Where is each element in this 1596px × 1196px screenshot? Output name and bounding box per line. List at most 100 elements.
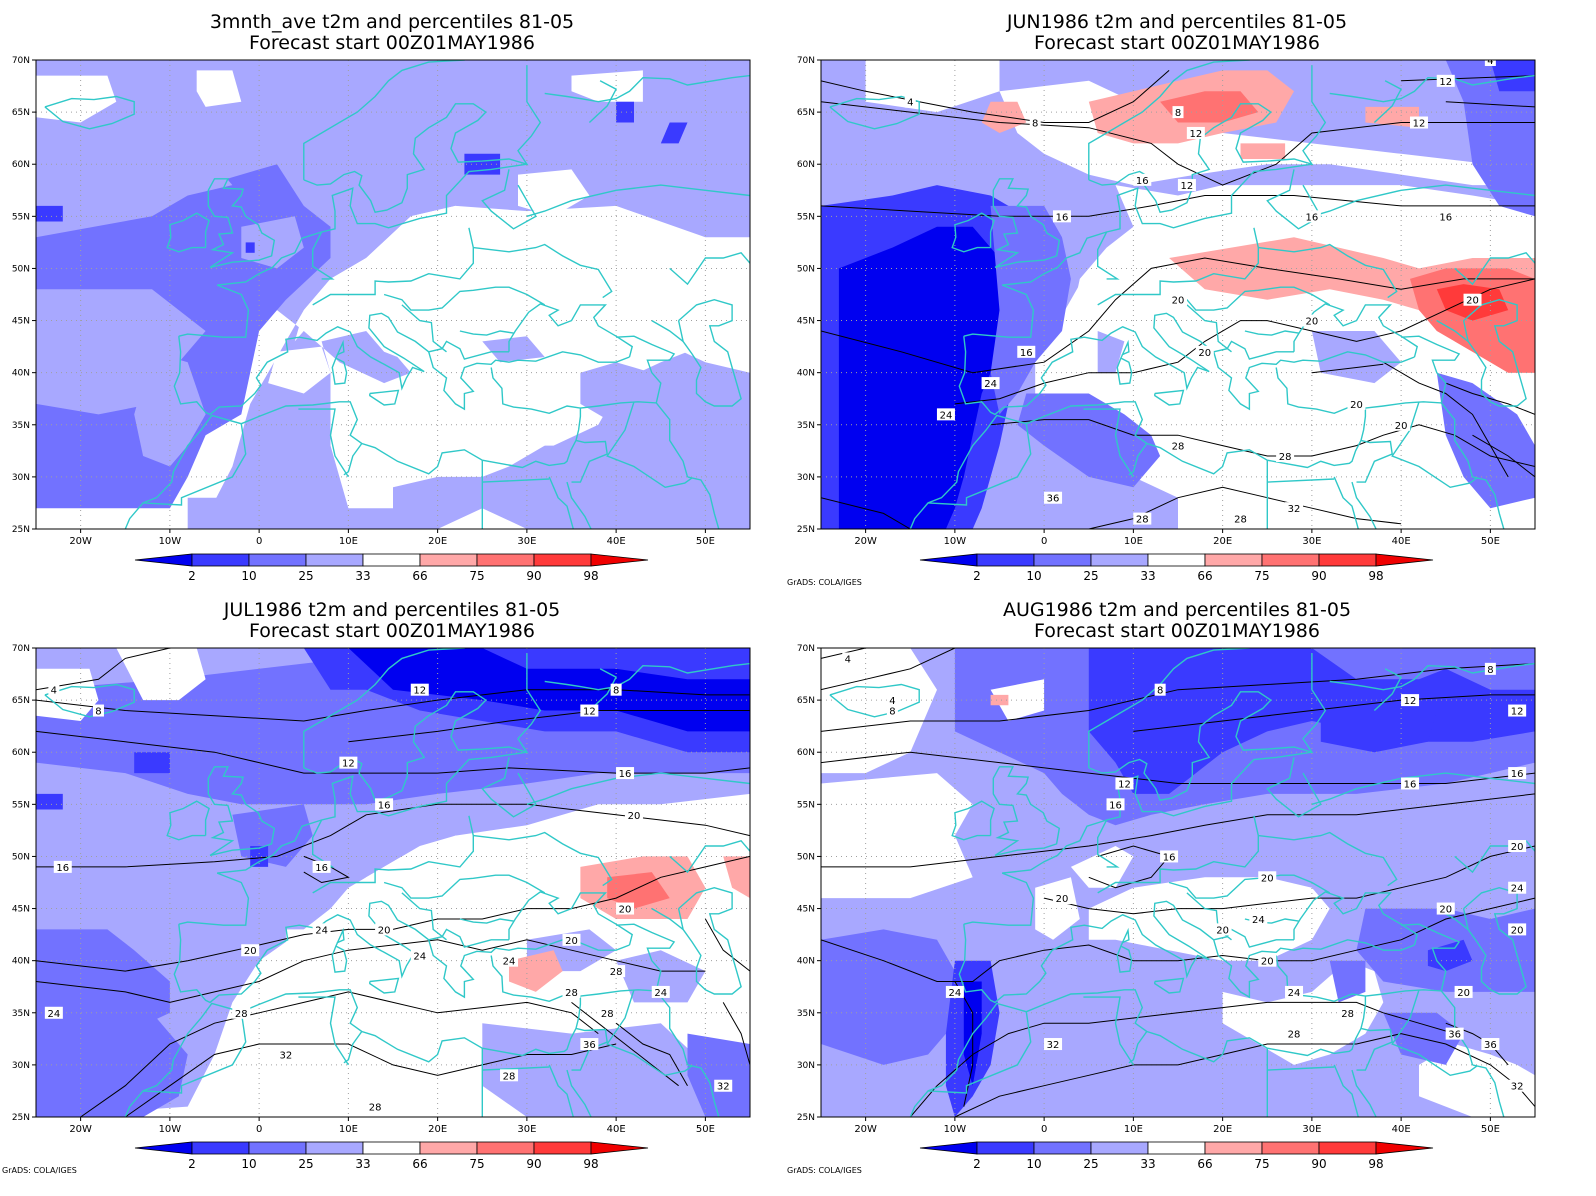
- contour-label-text: 16: [1306, 212, 1319, 223]
- contour-label-text: 28: [1341, 1009, 1354, 1020]
- shaded-region: [134, 351, 206, 467]
- y-tick-label: 45N: [797, 905, 815, 915]
- contour-label-box: [842, 652, 854, 665]
- contour-line: [704, 918, 750, 972]
- contour-label: 4: [842, 652, 854, 665]
- contour-label-text: 20: [1216, 925, 1229, 936]
- shaded-region: [1329, 960, 1366, 1003]
- y-tick-label: 50N: [12, 264, 30, 274]
- coastline: [1258, 243, 1398, 299]
- contour-label: 16: [1052, 210, 1071, 223]
- contour-label-box: [651, 985, 670, 998]
- contour-line: [954, 1033, 1535, 1117]
- shaded-region: [1097, 331, 1125, 373]
- coastline: [303, 653, 542, 801]
- contour-label: 20: [1195, 345, 1214, 359]
- contour-label-text: 24: [503, 957, 516, 968]
- contour-label: 16: [1436, 210, 1455, 223]
- contour-label-text: 28: [235, 1009, 248, 1020]
- coastline: [951, 212, 995, 253]
- shaded-region: [116, 648, 206, 701]
- coastline: [571, 439, 608, 483]
- contour-label: 24: [936, 408, 955, 421]
- contour-label-box: [1508, 767, 1527, 780]
- map-frame: [35, 59, 751, 530]
- coastline: [1365, 335, 1461, 409]
- contour-label-text: 36: [1047, 494, 1060, 505]
- coastline: [928, 423, 1032, 506]
- contour-line: [36, 689, 750, 722]
- y-tick-label: 45N: [797, 317, 815, 327]
- shaded-region: [607, 872, 670, 909]
- contour-label-text: 12: [342, 759, 355, 770]
- coastline: [548, 1064, 574, 1117]
- contour-label-text: 20: [1457, 988, 1470, 999]
- contour-label: 12: [410, 683, 429, 697]
- contour-label-text: 20: [1395, 421, 1408, 432]
- contour-label-box: [1409, 116, 1428, 129]
- contour-label-box: [1231, 512, 1250, 525]
- contour-line: [36, 648, 171, 691]
- coastline: [1097, 815, 1259, 894]
- y-tick-label: 65N: [797, 108, 815, 118]
- contour-label: 28: [500, 1069, 519, 1082]
- contour-label-box: [1133, 512, 1152, 525]
- contour-line: [821, 663, 1535, 732]
- coastline: [669, 252, 750, 286]
- map-frame: [820, 647, 1536, 1118]
- contour-label-text: 4: [51, 686, 57, 697]
- y-tick-label: 70N: [797, 56, 815, 66]
- x-tick-label: 20E: [1213, 536, 1232, 547]
- contour-label-box: [1302, 314, 1321, 327]
- contour-label: 24: [1508, 881, 1527, 895]
- coastline: [44, 95, 135, 130]
- contour-label-text: 36: [1484, 1040, 1497, 1051]
- contour-label-box: [1392, 418, 1411, 431]
- credit-text: GrADS: COLA/IGES: [787, 578, 862, 587]
- contour-label-box: [410, 949, 429, 962]
- coastline: [1472, 476, 1505, 529]
- contour-label-text: 12: [413, 686, 426, 697]
- contour-label: 20: [1169, 293, 1187, 307]
- shaded-region: [196, 70, 242, 107]
- y-tick-label: 30N: [797, 473, 815, 483]
- coastline: [124, 367, 582, 529]
- colorbar-segment: [1318, 553, 1377, 567]
- shaded-region: [518, 169, 590, 217]
- coastline: [1440, 402, 1474, 478]
- contour-label: 12: [1177, 179, 1196, 192]
- contour-label: 28: [607, 965, 626, 978]
- y-tick-label: 25N: [12, 1113, 30, 1123]
- colorbar-label: 66: [1197, 569, 1212, 583]
- y-tick-label: 40N: [797, 369, 815, 379]
- contour-label: 16: [312, 860, 331, 874]
- coastline: [303, 65, 542, 213]
- colorbar-label: 75: [469, 1157, 484, 1171]
- contour-label-text: 12: [1413, 119, 1426, 130]
- x-tick-label: 20W: [69, 536, 92, 547]
- colorbar-label: 98: [1368, 1157, 1383, 1171]
- contour-label-box: [1508, 881, 1527, 894]
- coastline: [312, 227, 474, 306]
- contour-label: 16: [1133, 173, 1152, 187]
- contour-label: 20: [1302, 314, 1321, 328]
- contour-label-text: 12: [583, 707, 596, 718]
- map-frame: [35, 647, 751, 1118]
- contour-label-box: [1302, 210, 1321, 223]
- contour-label: 16: [1302, 210, 1321, 223]
- shaded-region: [36, 793, 63, 810]
- coastline: [401, 892, 447, 941]
- x-tick-label: 40E: [1392, 536, 1411, 547]
- x-tick-label: 10E: [339, 1124, 358, 1135]
- shaded-region: [660, 122, 688, 144]
- contour-label-text: 4: [889, 696, 895, 707]
- coastline: [207, 178, 276, 269]
- coastline: [166, 800, 210, 841]
- coastline: [566, 1069, 592, 1117]
- contour-label-box: [1401, 694, 1420, 707]
- x-tick-label: 0: [256, 1124, 262, 1135]
- y-tick-label: 60N: [12, 748, 30, 758]
- coastline: [1267, 478, 1335, 483]
- coastline: [1436, 319, 1469, 342]
- contour-label-text: 16: [56, 863, 69, 874]
